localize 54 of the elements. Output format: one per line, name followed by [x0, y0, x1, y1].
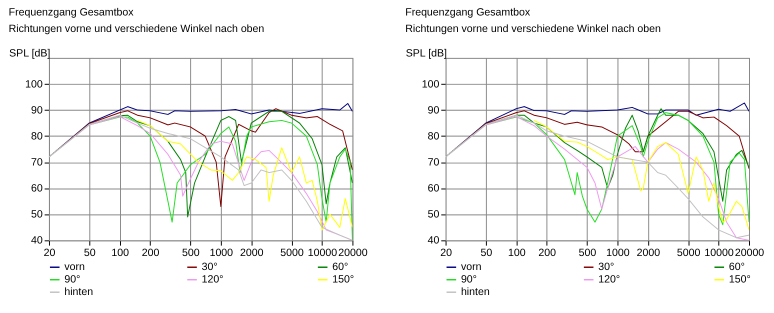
y-tick-label: 80 [428, 130, 440, 142]
legend-label: 60° [332, 261, 348, 274]
x-tick-label: 200 [142, 247, 160, 260]
y-tick-label: 50 [31, 208, 43, 221]
legend-label: vorn [460, 261, 482, 274]
y-tick-label: 80 [31, 130, 43, 142]
legend-label: 30° [598, 261, 614, 274]
x-tick-label: 10000 [308, 247, 338, 260]
y-tick-label: 90 [31, 104, 43, 116]
legend-label: 60° [728, 261, 745, 274]
y-tick-label: 40 [31, 234, 43, 247]
x-tick-label: 50 [84, 247, 96, 260]
legend-label: 90° [460, 274, 477, 286]
legend-label: 150° [332, 274, 354, 286]
chart-subtitle: Richtungen vorne und verschiedene Winkel nach oben [405, 22, 662, 35]
y-tick-label: 60 [428, 182, 440, 195]
y-tick-label: 70 [428, 156, 440, 169]
chart-subtitle: Richtungen vorne und verschiedene Winkel nach oben [8, 22, 264, 35]
x-tick-label: 2000 [636, 247, 660, 260]
x-tick-label: 1000 [606, 247, 630, 260]
x-tick-label: 100 [508, 247, 526, 260]
x-tick-label: 500 [182, 247, 200, 260]
x-tick-label: 20 [44, 247, 56, 260]
legend-label: 150° [728, 274, 751, 286]
x-tick-label: 1000 [210, 247, 234, 260]
y-tick-label: 100 [25, 78, 43, 90]
legend-label: hinten [460, 286, 490, 298]
legend-label: 90° [64, 274, 80, 286]
legend-label: 120° [598, 274, 620, 286]
y-axis-title: SPL [dB] [406, 47, 448, 60]
y-tick-label: 40 [428, 234, 440, 247]
y-axis-title: SPL [dB] [9, 47, 50, 60]
y-tick-label: 60 [31, 182, 43, 195]
y-tick-label: 70 [31, 156, 43, 169]
x-tick-label: 500 [578, 247, 596, 260]
chart-title: Frequenzgang Gesamtbox [8, 6, 134, 19]
x-tick-label: 50 [480, 247, 492, 260]
y-tick-label: 100 [422, 78, 440, 90]
legend-label: hinten [64, 286, 94, 298]
legend-label: vorn [64, 261, 85, 274]
x-tick-label: 100 [111, 247, 130, 260]
x-tick-label: 20 [440, 247, 452, 260]
x-tick-label: 20000 [338, 247, 368, 260]
x-tick-label: 2000 [240, 247, 264, 260]
x-tick-label: 10000 [704, 247, 734, 260]
y-tick-label: 90 [428, 104, 440, 116]
legend-label: 120° [202, 274, 224, 286]
y-tick-label: 50 [428, 208, 440, 221]
x-tick-label: 5000 [280, 247, 304, 260]
x-tick-label: 20000 [734, 247, 764, 260]
chart-title: Frequenzgang Gesamtbox [405, 6, 531, 19]
x-tick-label: 200 [538, 247, 556, 260]
legend-label: 30° [202, 261, 218, 274]
x-tick-label: 5000 [676, 247, 700, 260]
